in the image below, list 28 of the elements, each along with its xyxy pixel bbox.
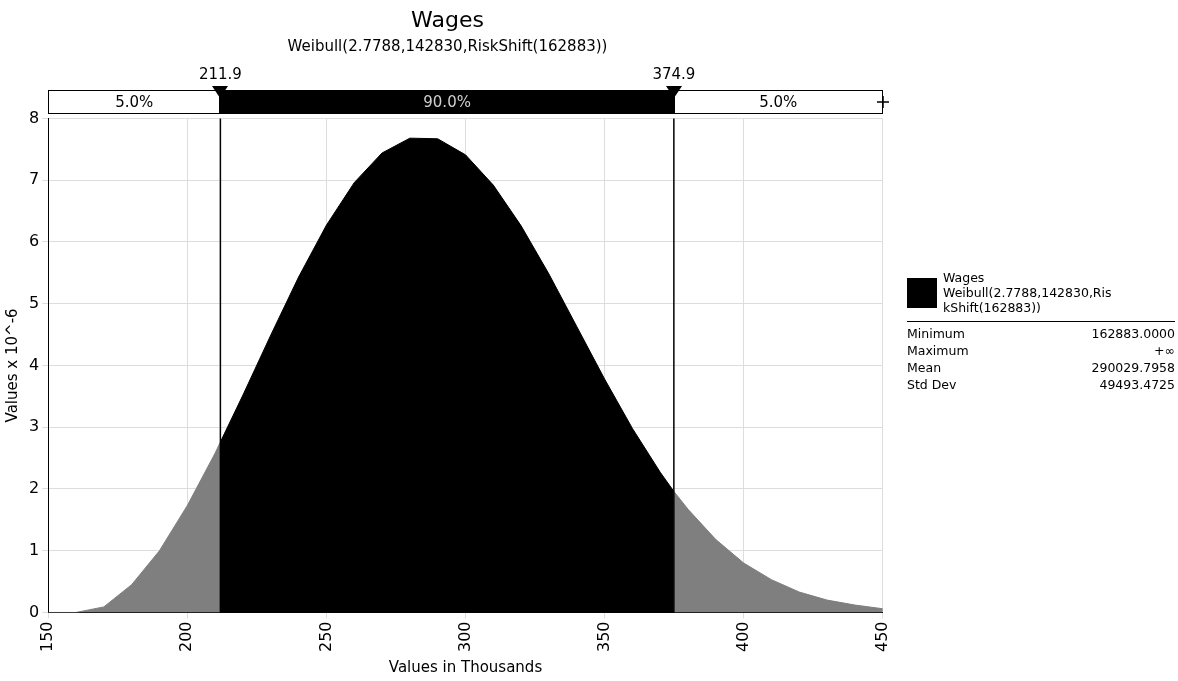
percentile-slider: 5.0% 90.0% 5.0% xyxy=(48,86,891,117)
y-tick-label: 6 xyxy=(28,231,40,251)
ref-line-label: 211.9 xyxy=(198,64,242,83)
y-tick-label: 3 xyxy=(28,416,40,436)
chart-subtitle: Weibull(2.7788,142830,RiskShift(162883)) xyxy=(287,37,608,56)
y-tick-label: 2 xyxy=(28,478,40,498)
x-tick-label: 200 xyxy=(176,621,196,653)
y-tick-label: 8 xyxy=(28,107,40,127)
y-tick-label: 1 xyxy=(28,539,40,559)
ref-line-label: 374.9 xyxy=(652,64,696,83)
y-tick-label: 0 xyxy=(28,601,40,621)
x-axis-title: Values in Thousands xyxy=(388,657,543,676)
text: Maximum +∞ xyxy=(907,343,1175,358)
y-tick-label: 4 xyxy=(28,354,40,374)
y-axis-title: Values x 10^-6 xyxy=(2,308,21,423)
text: Minimum 162883.0000 xyxy=(907,326,1175,341)
x-tick-label: 350 xyxy=(593,621,613,653)
x-tick-label: 150 xyxy=(37,621,57,653)
x-tick-label: 250 xyxy=(315,621,335,653)
chart-title: Wages xyxy=(411,6,484,32)
text: Mean 290029.7958 xyxy=(907,360,1175,375)
legend-label: Wages Weibull(2.7788,142830,RiskShift(162883)) xyxy=(943,270,1113,315)
x-tick-label: 300 xyxy=(454,621,474,653)
x-tick-label: 400 xyxy=(732,621,752,653)
x-tick-label: 450 xyxy=(871,621,891,653)
y-tick-label: 5 xyxy=(28,292,40,312)
text: Std Dev 49493.4725 xyxy=(907,377,1175,392)
y-tick-label: 7 xyxy=(28,169,40,189)
